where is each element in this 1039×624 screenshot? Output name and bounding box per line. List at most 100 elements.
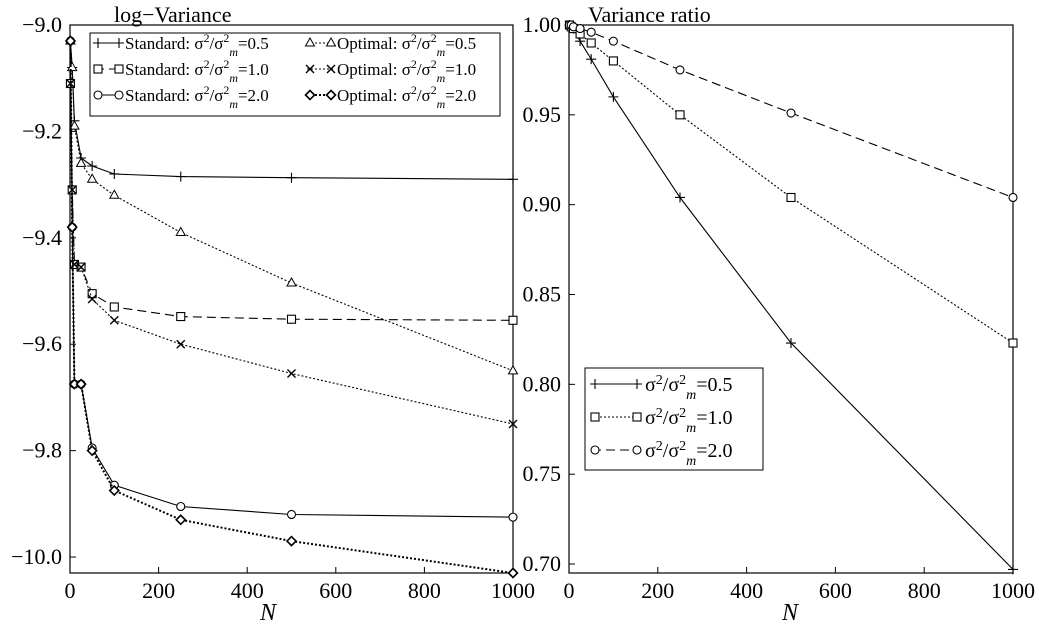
right-axis-ticks: 0 200 400 600 800 1000 0.70 0.75 0.80 0.85 0.90 0.9… <box>523 12 1036 603</box>
data-point-s4 <box>508 419 518 429</box>
data-point-s5 <box>64 35 77 47</box>
legend-marker <box>304 89 316 101</box>
x-tick-label: 600 <box>819 578 852 603</box>
x-tick-label: 0 <box>65 578 76 603</box>
data-point-s2 <box>675 65 685 75</box>
series-line-0 <box>569 24 1014 570</box>
x-tick-label: 200 <box>641 578 674 603</box>
data-point-s0 <box>586 54 597 65</box>
x-tick-label: 600 <box>319 578 352 603</box>
data-point-s1 <box>675 110 685 120</box>
legend-marker <box>325 36 337 47</box>
right-chart-title: Variance ratio <box>588 2 711 27</box>
legend-marker <box>325 89 337 101</box>
x-tick-label: 400 <box>231 578 264 603</box>
data-point-s5 <box>507 567 519 579</box>
y-tick-label: 0.90 <box>523 192 562 217</box>
data-point-s2 <box>508 512 518 522</box>
data-point-s0 <box>175 171 186 182</box>
data-point-s5 <box>75 378 87 390</box>
right-plot-frame <box>568 24 1014 574</box>
x-tick-label: 800 <box>908 578 941 603</box>
data-point-s4 <box>76 262 86 272</box>
legend-marker <box>590 445 600 455</box>
legend-label: σ2/σ2m=2.0 <box>645 439 733 469</box>
left-plot-frame <box>69 24 514 574</box>
data-point-s0 <box>1008 564 1018 575</box>
left-chart-title: log−Variance <box>114 2 231 27</box>
data-point-s3 <box>75 157 87 167</box>
variance-ratio-panel: Variance ratio 0 200 400 600 800 1000 0.70 0.75… <box>523 2 1036 624</box>
data-point-s5 <box>108 484 120 497</box>
data-point-s4 <box>65 79 75 89</box>
data-point-s5 <box>285 535 298 547</box>
legend-label: Standard: σ2/σ2m=1.0 <box>125 57 269 85</box>
data-point-s1 <box>1008 338 1018 348</box>
legend-marker <box>114 64 124 74</box>
data-point-s3 <box>175 226 187 236</box>
legend-label: σ2/σ2m=1.0 <box>645 406 733 436</box>
data-point-s0 <box>608 91 619 102</box>
data-point-s3 <box>86 173 98 183</box>
legend-label: σ2/σ2m=0.5 <box>645 373 733 403</box>
data-point-s1 <box>286 314 297 324</box>
data-point-s3 <box>66 61 78 72</box>
data-point-s1 <box>786 192 796 203</box>
data-point-s3 <box>108 189 120 199</box>
legend-marker <box>114 38 124 48</box>
x-tick-label: 1000 <box>991 578 1035 603</box>
data-point-s2 <box>176 501 186 512</box>
legend-marker <box>632 412 642 422</box>
data-point-s3 <box>507 364 519 375</box>
legend-marker <box>590 379 600 389</box>
data-point-s0 <box>786 338 796 349</box>
x-tick-label: 400 <box>730 578 763 603</box>
data-point-s0 <box>508 174 518 185</box>
right-series-group <box>564 20 1018 575</box>
left-axis-ticks: 0 200 400 600 800 1000 −9.0 −9.2 −9.4 −9.6 −9.8 −10… <box>11 12 535 603</box>
data-point-s4 <box>176 339 186 349</box>
y-tick-label: 0.75 <box>523 461 562 486</box>
legend-marker <box>326 64 336 74</box>
data-point-s2 <box>586 27 596 37</box>
y-tick-label: 0.85 <box>523 282 562 307</box>
legend-label: Optimal: σ2/σ2m=0.5 <box>337 31 476 59</box>
data-point-s2 <box>608 36 618 46</box>
legend-label: Optimal: σ2/σ2m=2.0 <box>337 83 476 111</box>
data-point-s2 <box>1008 192 1018 203</box>
data-point-s1 <box>608 56 618 66</box>
legend-label: Standard: σ2/σ2m=2.0 <box>125 83 269 111</box>
x-tick-label: 800 <box>408 578 441 603</box>
data-point-s1 <box>176 312 186 322</box>
right-legend-box <box>584 367 764 471</box>
data-point-s1 <box>109 302 119 312</box>
legend-marker <box>590 412 600 422</box>
legend-marker <box>632 445 642 455</box>
right-legend: σ2/σ2m=0.5σ2/σ2m=1.0σ2/σ2m=2.0 <box>584 367 764 471</box>
left-legend-box <box>89 32 501 117</box>
y-tick-label: −9.2 <box>22 118 62 143</box>
data-point-s1 <box>586 38 596 48</box>
data-point-s5 <box>175 514 187 526</box>
data-point-s4 <box>109 315 119 325</box>
data-point-s0 <box>286 172 297 183</box>
legend-marker <box>93 90 103 100</box>
y-tick-label: −9.8 <box>22 438 62 463</box>
right-x-axis-label: N <box>781 600 800 624</box>
left-series-group <box>64 34 519 579</box>
left-x-axis-label: N <box>259 600 278 624</box>
y-tick-label: 1.00 <box>523 12 562 37</box>
data-point-s2 <box>575 24 585 34</box>
data-point-s3 <box>286 277 297 287</box>
series-line-1 <box>569 24 1014 344</box>
y-tick-label: 0.80 <box>523 371 562 396</box>
data-point-s1 <box>508 315 518 325</box>
legend-marker <box>305 64 315 74</box>
data-point-s5 <box>66 221 78 233</box>
y-tick-label: −9.0 <box>22 12 62 37</box>
legend-marker <box>93 64 103 74</box>
data-point-s0 <box>87 160 98 171</box>
y-tick-label: −9.4 <box>22 225 62 250</box>
